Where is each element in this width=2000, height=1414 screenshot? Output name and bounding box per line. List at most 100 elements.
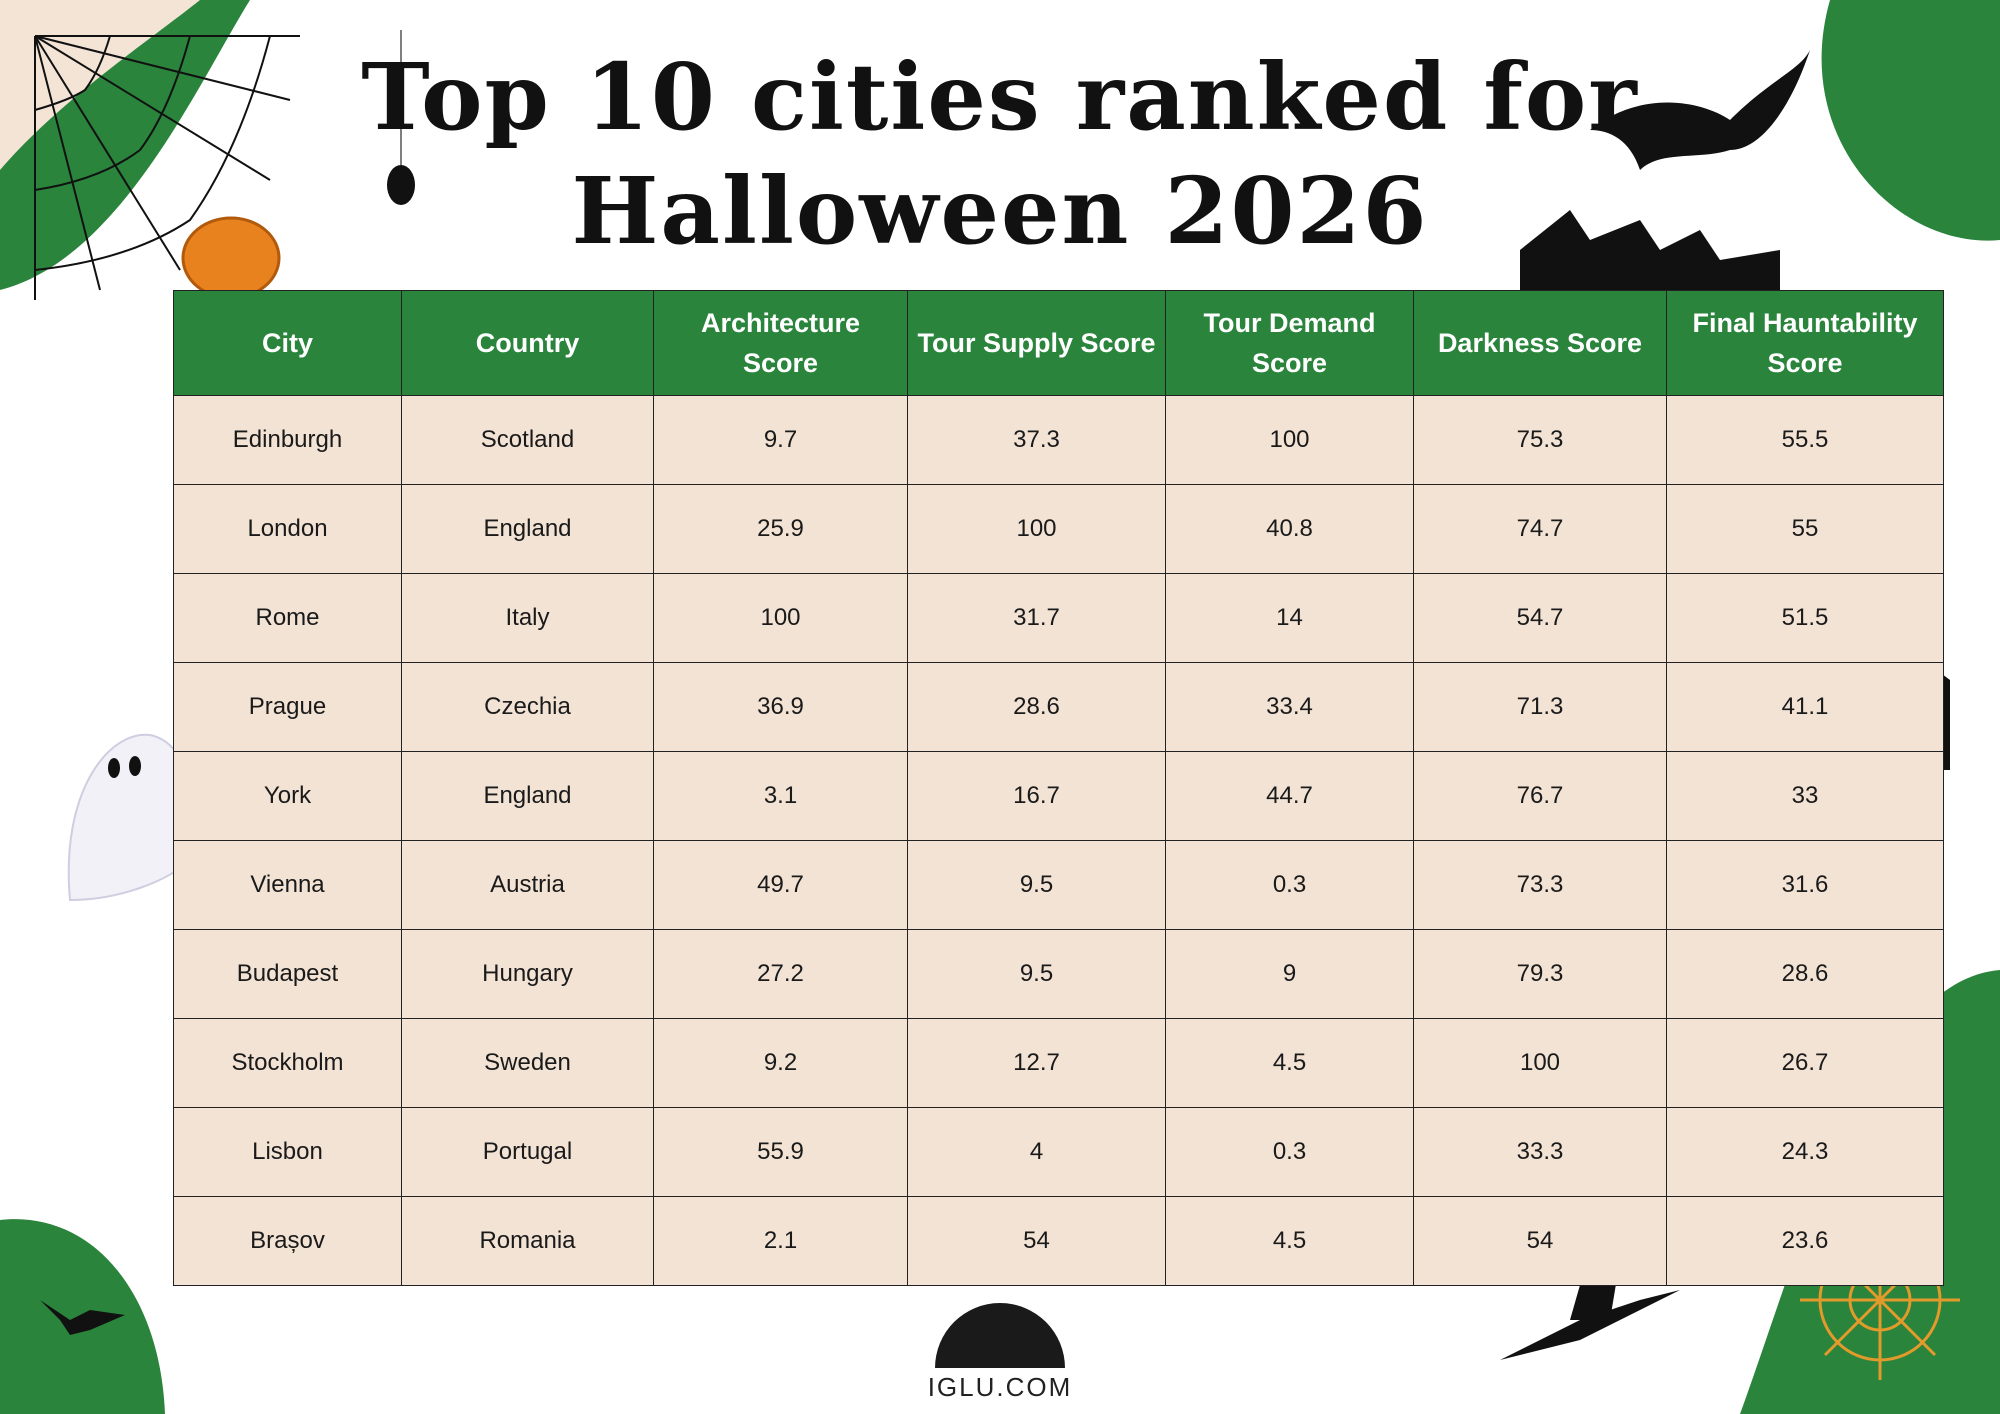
table-cell: 37.3: [907, 395, 1166, 485]
table-cell: 79.3: [1413, 929, 1667, 1019]
table-cell: 0.3: [1165, 840, 1414, 930]
column-header: City: [173, 290, 402, 396]
table-cell: 14: [1165, 573, 1414, 663]
table-cell: 16.7: [907, 751, 1166, 841]
logo-mark: [935, 1303, 1065, 1368]
table-cell: 28.6: [1666, 929, 1944, 1019]
table-cell: 51.5: [1666, 573, 1944, 663]
table-cell: 9.5: [907, 840, 1166, 930]
table-cell: 31.6: [1666, 840, 1944, 930]
table-cell: 9.5: [907, 929, 1166, 1019]
table-cell: 44.7: [1165, 751, 1414, 841]
table-cell: 75.3: [1413, 395, 1667, 485]
table-cell: 100: [653, 573, 908, 663]
table-row: Stockholm Sweden 9.2 12.7 4.5 100 26.7: [173, 1018, 1944, 1108]
table-cell: 40.8: [1165, 484, 1414, 574]
table-row: London England 25.9 100 40.8 74.7 55: [173, 484, 1944, 574]
table-cell: 4.5: [1165, 1196, 1414, 1286]
table-row: Rome Italy 100 31.7 14 54.7 51.5: [173, 573, 1944, 663]
table-cell: 28.6: [907, 662, 1166, 752]
table-cell: 3.1: [653, 751, 908, 841]
table: City Country Architecture Score Tour Supply…: [173, 290, 1944, 1286]
pumpkin: [181, 216, 281, 300]
table-cell: 33.3: [1413, 1107, 1667, 1197]
table-cell: 12.7: [907, 1018, 1166, 1108]
bat: [40, 1300, 125, 1335]
table-cell: 54: [907, 1196, 1166, 1286]
table-cell: Romania: [401, 1196, 654, 1286]
table-cell: London: [173, 484, 402, 574]
table-cell: Rome: [173, 573, 402, 663]
table-cell: 25.9: [653, 484, 908, 574]
table-cell: Czechia: [401, 662, 654, 752]
table-cell: Hungary: [401, 929, 654, 1019]
column-header: Tour Supply Score: [907, 290, 1166, 396]
table-cell: 4: [907, 1107, 1166, 1197]
table-cell: 55: [1666, 484, 1944, 574]
header-row: City Country Architecture Score Tour Supply…: [173, 290, 1944, 396]
table-row: Budapest Hungary 27.2 9.5 9 79.3 28.6: [173, 929, 1944, 1019]
table-cell: 2.1: [653, 1196, 908, 1286]
table-cell: Budapest: [173, 929, 402, 1019]
green-blob: [1821, 0, 2000, 241]
table-cell: 73.3: [1413, 840, 1667, 930]
table-cell: Scotland: [401, 395, 654, 485]
table-cell: Lisbon: [173, 1107, 402, 1197]
column-header: Darkness Score: [1413, 290, 1667, 396]
table-cell: England: [401, 484, 654, 574]
table-cell: 9: [1165, 929, 1414, 1019]
title-line: Top 10 cities ranked for: [361, 43, 1639, 151]
table-cell: 9.2: [653, 1018, 908, 1108]
column-header: Country: [401, 290, 654, 396]
table-row: Vienna Austria 49.7 9.5 0.3 73.3 31.6: [173, 840, 1944, 930]
table-cell: 71.3: [1413, 662, 1667, 752]
table-cell: 24.3: [1666, 1107, 1944, 1197]
table-cell: 100: [907, 484, 1166, 574]
table-body: Edinburgh Scotland 9.7 37.3 100 75.3 55.5 Londo…: [173, 395, 1944, 1286]
table-cell: Brașov: [173, 1196, 402, 1286]
table-cell: York: [173, 751, 402, 841]
table-row: York England 3.1 16.7 44.7 76.7 33: [173, 751, 1944, 841]
table-cell: 27.2: [653, 929, 908, 1019]
spider-web: [34, 35, 300, 300]
table-row: Brașov Romania 2.1 54 4.5 54 23.6: [173, 1196, 1944, 1286]
table-row: Lisbon Portugal 55.9 4 0.3 33.3 24.3: [173, 1107, 1944, 1197]
witch: [1500, 1250, 1680, 1360]
column-header: Tour Demand Score: [1165, 290, 1414, 396]
spider: [387, 165, 415, 205]
table-cell: Portugal: [401, 1107, 654, 1197]
haunted-village: [1520, 210, 1780, 290]
table-cell: 100: [1165, 395, 1414, 485]
table-cell: Vienna: [173, 840, 402, 930]
table-cell: 55.9: [653, 1107, 908, 1197]
beige-blob: [0, 0, 200, 170]
table-cell: Edinburgh: [173, 395, 402, 485]
table-cell: 23.6: [1666, 1196, 1944, 1286]
table-cell: 33: [1666, 751, 1944, 841]
table-cell: 33.4: [1165, 662, 1414, 752]
table-cell: 4.5: [1165, 1018, 1414, 1108]
table-cell: 54: [1413, 1196, 1667, 1286]
table-cell: 31.7: [907, 573, 1166, 663]
title: Top 10 cities ranked for Halloween 2026: [300, 40, 1700, 268]
table-cell: 54.7: [1413, 573, 1667, 663]
table-cell: 100: [1413, 1018, 1667, 1108]
table-row: Prague Czechia 36.9 28.6 33.4 71.3 41.1: [173, 662, 1944, 752]
table-cell: 9.7: [653, 395, 908, 485]
title-line: Halloween 2026: [571, 157, 1429, 265]
table-cell: Sweden: [401, 1018, 654, 1108]
ghost-eye: [108, 758, 120, 778]
table-cell: 0.3: [1165, 1107, 1414, 1197]
table-cell: 55.5: [1666, 395, 1944, 485]
table-cell: 74.7: [1413, 484, 1667, 574]
table-cell: Italy: [401, 573, 654, 663]
table-cell: 41.1: [1666, 662, 1944, 752]
table-cell: Stockholm: [173, 1018, 402, 1108]
table-cell: Austria: [401, 840, 654, 930]
table-row: Edinburgh Scotland 9.7 37.3 100 75.3 55.5: [173, 395, 1944, 485]
table-cell: 76.7: [1413, 751, 1667, 841]
table-cell: 36.9: [653, 662, 908, 752]
column-header: Architecture Score: [653, 290, 908, 396]
